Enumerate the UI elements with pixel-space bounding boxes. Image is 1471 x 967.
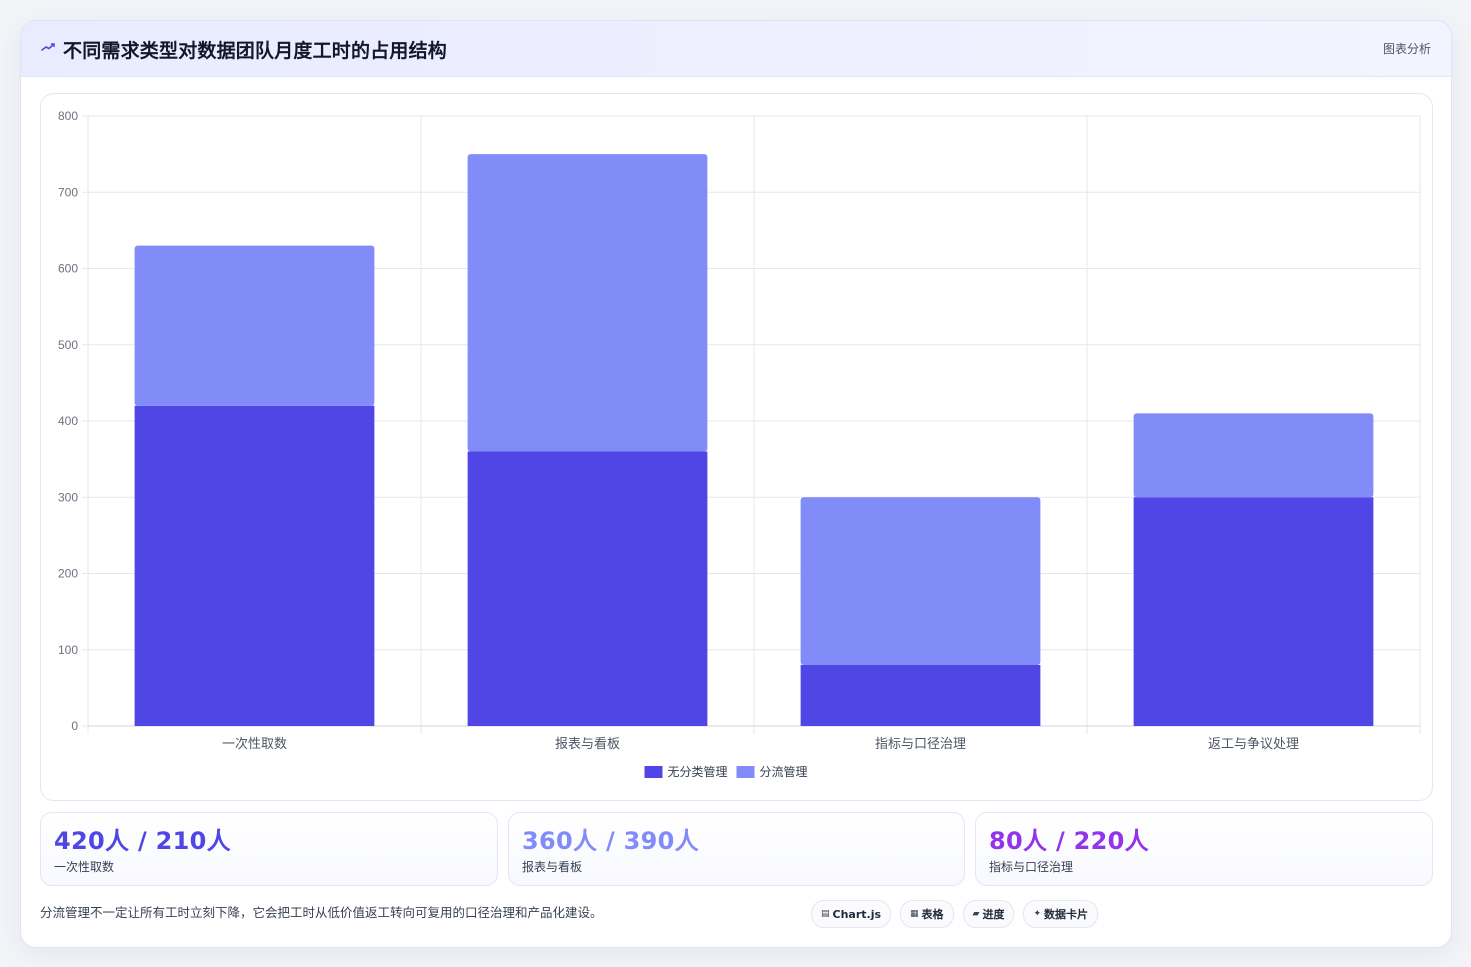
y-tick-label: 700 — [58, 185, 78, 199]
bar-segment — [134, 405, 375, 726]
y-tick-label: 400 — [58, 414, 78, 428]
x-tick-label: 返工与争议处理 — [1208, 736, 1299, 751]
stat-value: 420人 / 210人 — [54, 827, 231, 855]
chip-chartjs[interactable]: ▤ Chart.js — [811, 900, 892, 928]
sparkle-icon: ✦ — [1033, 909, 1042, 919]
y-tick-label: 500 — [58, 338, 78, 352]
bar-segment — [800, 665, 1041, 726]
legend-label: 无分类管理 — [668, 764, 728, 779]
trend-line-icon — [41, 43, 55, 51]
stat-label: 一次性取数 — [54, 860, 115, 874]
stat-label: 指标与口径治理 — [989, 860, 1074, 874]
chart-icon: ▤ — [821, 909, 830, 919]
chip-table[interactable]: ▦ 表格 — [900, 900, 954, 928]
stat-card-1: 420人 / 210人 一次性取数 — [40, 812, 498, 886]
stat-label: 报表与看板 — [522, 860, 583, 874]
stat-card-3: 80人 / 220人 指标与口径治理 — [975, 812, 1433, 886]
y-tick-label: 600 — [58, 262, 78, 276]
chart-panel: 0 100 200 300 400 500 600 700 800 一次性取数 报表与看板 指标与口径… — [40, 93, 1433, 801]
chip-label: Chart.js — [832, 907, 882, 921]
y-tick-label: 0 — [71, 719, 78, 733]
x-tick-label: 指标与口径治理 — [875, 736, 966, 751]
card-header: 不同需求类型对数据团队月度工时的占用结构 图表分析 — [21, 21, 1451, 77]
chip-label: 数据卡片 — [1044, 908, 1089, 921]
page-title: 不同需求类型对数据团队月度工时的占用结构 — [63, 40, 448, 62]
footer-note: 分流管理不一定让所有工时立刻下降，它会把工时从低价值返工转向可复用的口径治理和产… — [40, 905, 603, 920]
y-tick-label: 300 — [58, 490, 78, 504]
bar-segment — [134, 245, 375, 406]
chip-data-card[interactable]: ✦ 数据卡片 — [1023, 900, 1099, 928]
bar-segment — [1133, 497, 1374, 726]
bar-segment — [467, 154, 708, 452]
y-tick-label: 100 — [58, 643, 78, 657]
legend-swatch — [644, 766, 663, 778]
progress-icon: ▰ — [972, 909, 980, 919]
stat-card-2: 360人 / 390人 报表与看板 — [508, 812, 965, 886]
chip-label: 进度 — [982, 908, 1005, 921]
bar-segment — [800, 497, 1041, 665]
bar-segment — [1133, 413, 1374, 498]
legend-label: 分流管理 — [760, 764, 808, 779]
bar-segment — [467, 451, 708, 726]
y-tick-label: 200 — [58, 567, 78, 581]
stat-value: 360人 / 390人 — [522, 827, 699, 855]
stacked-bar-chart: 0 100 200 300 400 500 600 700 800 一次性取数 报表与看板 指标与口径… — [58, 109, 1421, 779]
y-tick-label: 800 — [58, 109, 78, 123]
x-tick-label: 一次性取数 — [222, 736, 287, 751]
stat-value: 80人 / 220人 — [989, 827, 1149, 855]
chip-progress[interactable]: ▰ 进度 — [962, 900, 1015, 928]
chart-card: 不同需求类型对数据团队月度工时的占用结构 图表分析 0 100 200 300 400 5… — [20, 20, 1452, 948]
chip-label: 表格 — [921, 908, 944, 921]
x-tick-label: 报表与看板 — [555, 736, 620, 751]
feature-chips: ▤ Chart.js ▦ 表格 ▰ 进度 ✦ 数据卡片 — [811, 900, 1099, 928]
legend-swatch — [736, 766, 755, 778]
table-icon: ▦ — [910, 909, 919, 919]
chart-analysis-link[interactable]: 图表分析 — [1382, 42, 1431, 56]
